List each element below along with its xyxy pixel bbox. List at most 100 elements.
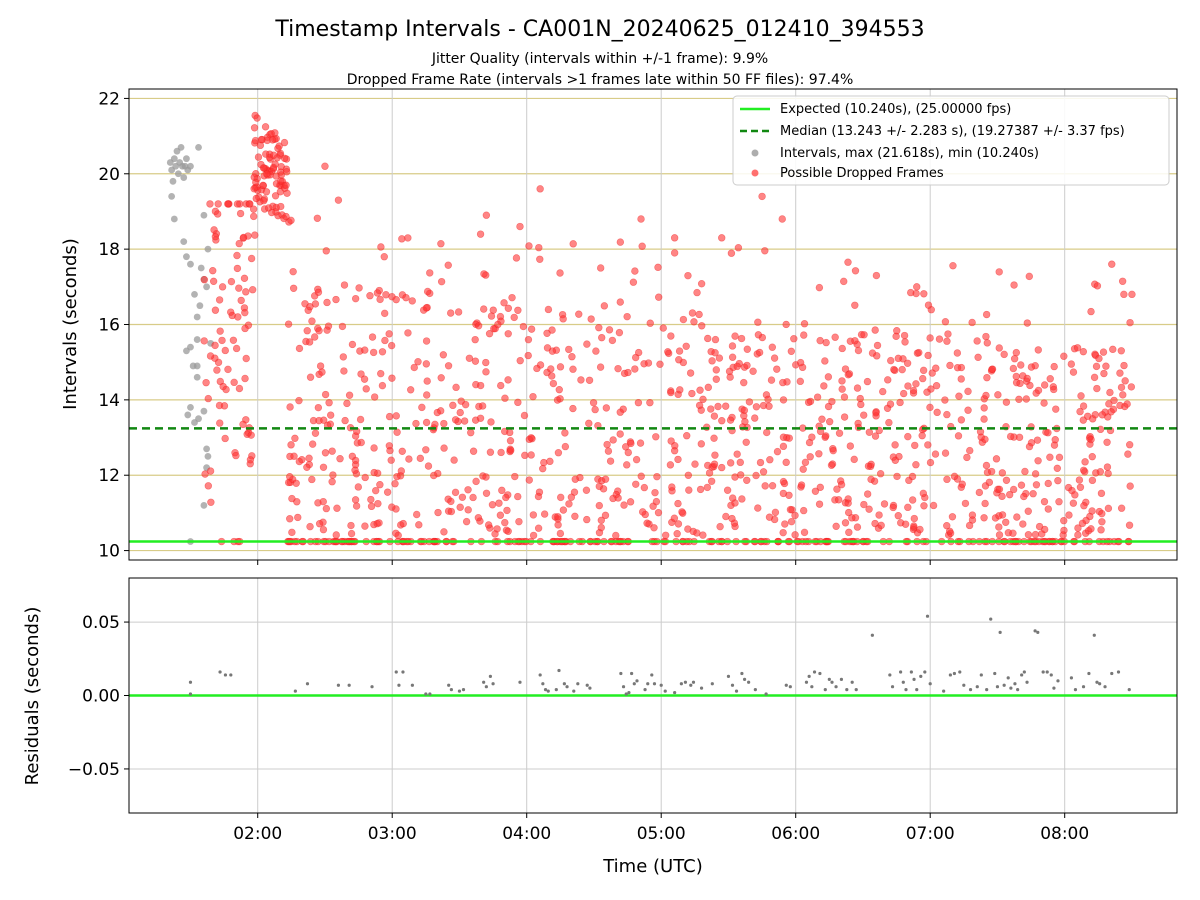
dropped-frame-point: [1123, 400, 1131, 408]
dropped-frame-point: [727, 249, 736, 257]
dropped-frame-point: [287, 216, 295, 225]
dropped-frame-point: [684, 525, 692, 533]
dropped-frame-point: [851, 301, 859, 309]
dropped-frame-point: [247, 431, 255, 439]
dropped-frame-point: [559, 315, 567, 323]
residual-point: [643, 688, 647, 692]
dropped-frame-point: [889, 503, 897, 512]
dropped-frame-point: [605, 326, 614, 334]
residual-point: [1045, 670, 1049, 674]
dropped-frame-point: [876, 470, 885, 478]
residual-point: [488, 674, 492, 679]
dropped-frame-point: [782, 320, 790, 329]
dropped-frame-point: [893, 472, 901, 481]
dropped-frame-point: [451, 488, 460, 497]
dropped-frame-point: [670, 234, 679, 242]
dropped-frame-point: [295, 457, 304, 466]
x-tick-label: 07:00: [906, 824, 955, 844]
dropped-frame-point: [691, 460, 699, 468]
dropped-frame-point: [510, 313, 518, 322]
dropped-frame-point: [651, 488, 659, 497]
dropped-frame-point: [787, 347, 796, 356]
dropped-frame-point: [1098, 509, 1106, 518]
dropped-frame-point: [838, 344, 846, 353]
dropped-frame-point: [670, 249, 679, 257]
residual-point: [565, 685, 569, 689]
dropped-frame-point: [893, 327, 901, 335]
dropped-frame-point: [565, 500, 573, 508]
dropped-frame-point: [487, 418, 495, 426]
residuals-y-ticks: 0.05 0.00 −0.05: [68, 613, 129, 780]
dropped-frame-point: [404, 329, 412, 337]
dropped-frame-point: [351, 496, 360, 504]
dropped-frame-point: [712, 375, 720, 383]
dropped-frame-point: [319, 497, 327, 506]
dropped-frame-point: [512, 254, 521, 262]
dropped-frame-point: [348, 340, 357, 349]
dropped-frame-point: [376, 295, 384, 304]
residual-point: [1110, 671, 1114, 676]
interval-point: [170, 215, 178, 223]
dropped-frame-point: [288, 494, 296, 503]
residual-point: [663, 689, 667, 693]
residual-point: [995, 685, 1000, 689]
dropped-frame-point: [242, 354, 250, 363]
dropped-frame-point: [480, 270, 488, 278]
dropped-frame-point: [982, 461, 991, 470]
dropped-frame-point: [369, 348, 378, 357]
dropped-frame-point: [277, 171, 286, 179]
dropped-frame-point: [325, 399, 333, 407]
dropped-frame-point: [291, 434, 299, 443]
dropped-frame-point: [863, 490, 872, 498]
dropped-frame-point: [398, 235, 406, 243]
dropped-frame-point: [444, 261, 452, 269]
dropped-frame-point: [872, 409, 880, 417]
dropped-frame-point: [224, 200, 232, 208]
residual-point: [1036, 630, 1040, 634]
dropped-frame-point: [434, 508, 442, 517]
dropped-frame-point: [362, 385, 370, 393]
dropped-frame-point: [1081, 458, 1089, 466]
dropped-frame-point: [945, 527, 954, 535]
legend-median-label: Median (13.243 +/- 2.283 s), (19.27387 +…: [780, 124, 1125, 139]
dropped-frame-point: [761, 247, 769, 255]
dropped-frame-point: [319, 463, 328, 471]
residual-point: [1020, 673, 1024, 677]
residual-point: [764, 692, 768, 696]
dropped-frame-point: [1069, 499, 1078, 507]
dropped-frame-point: [924, 301, 933, 309]
dropped-frame-point: [587, 315, 595, 323]
dropped-frame-point: [841, 365, 850, 373]
dropped-frame-point: [693, 288, 701, 297]
dropped-frame-point: [241, 374, 249, 383]
dropped-frame-point: [263, 136, 271, 145]
dropped-frame-point: [447, 507, 456, 516]
dropped-frame-point: [982, 332, 990, 341]
chart-subtitle-dropped: Dropped Frame Rate (intervals >1 frames …: [347, 72, 854, 88]
dropped-frame-point: [366, 291, 374, 300]
dropped-frame-point: [1126, 318, 1134, 327]
residual-point: [1098, 682, 1102, 686]
dropped-frame-point: [1087, 307, 1095, 316]
dropped-frame-point: [207, 498, 215, 506]
dropped-frame-point: [422, 304, 431, 312]
interval-point: [187, 343, 194, 351]
residual-point: [461, 688, 466, 692]
residual-point: [336, 683, 341, 687]
dropped-frame-point: [912, 380, 920, 388]
dropped-frame-point: [904, 503, 912, 512]
dropped-frame-point: [894, 512, 902, 520]
dropped-frame-point: [237, 296, 245, 305]
residual-point: [1022, 670, 1026, 674]
dropped-frame-point: [308, 317, 316, 325]
dropped-frame-point: [548, 326, 556, 334]
dropped-frame-point: [322, 247, 330, 255]
residual-point: [635, 679, 639, 683]
dropped-frame-point: [585, 376, 594, 385]
dropped-frame-point: [447, 497, 455, 506]
dropped-frame-point: [840, 393, 849, 401]
dropped-frame-point: [218, 283, 227, 291]
dropped-frame-point: [710, 460, 719, 468]
dropped-frame-point: [524, 351, 532, 360]
interval-point: [191, 290, 198, 298]
